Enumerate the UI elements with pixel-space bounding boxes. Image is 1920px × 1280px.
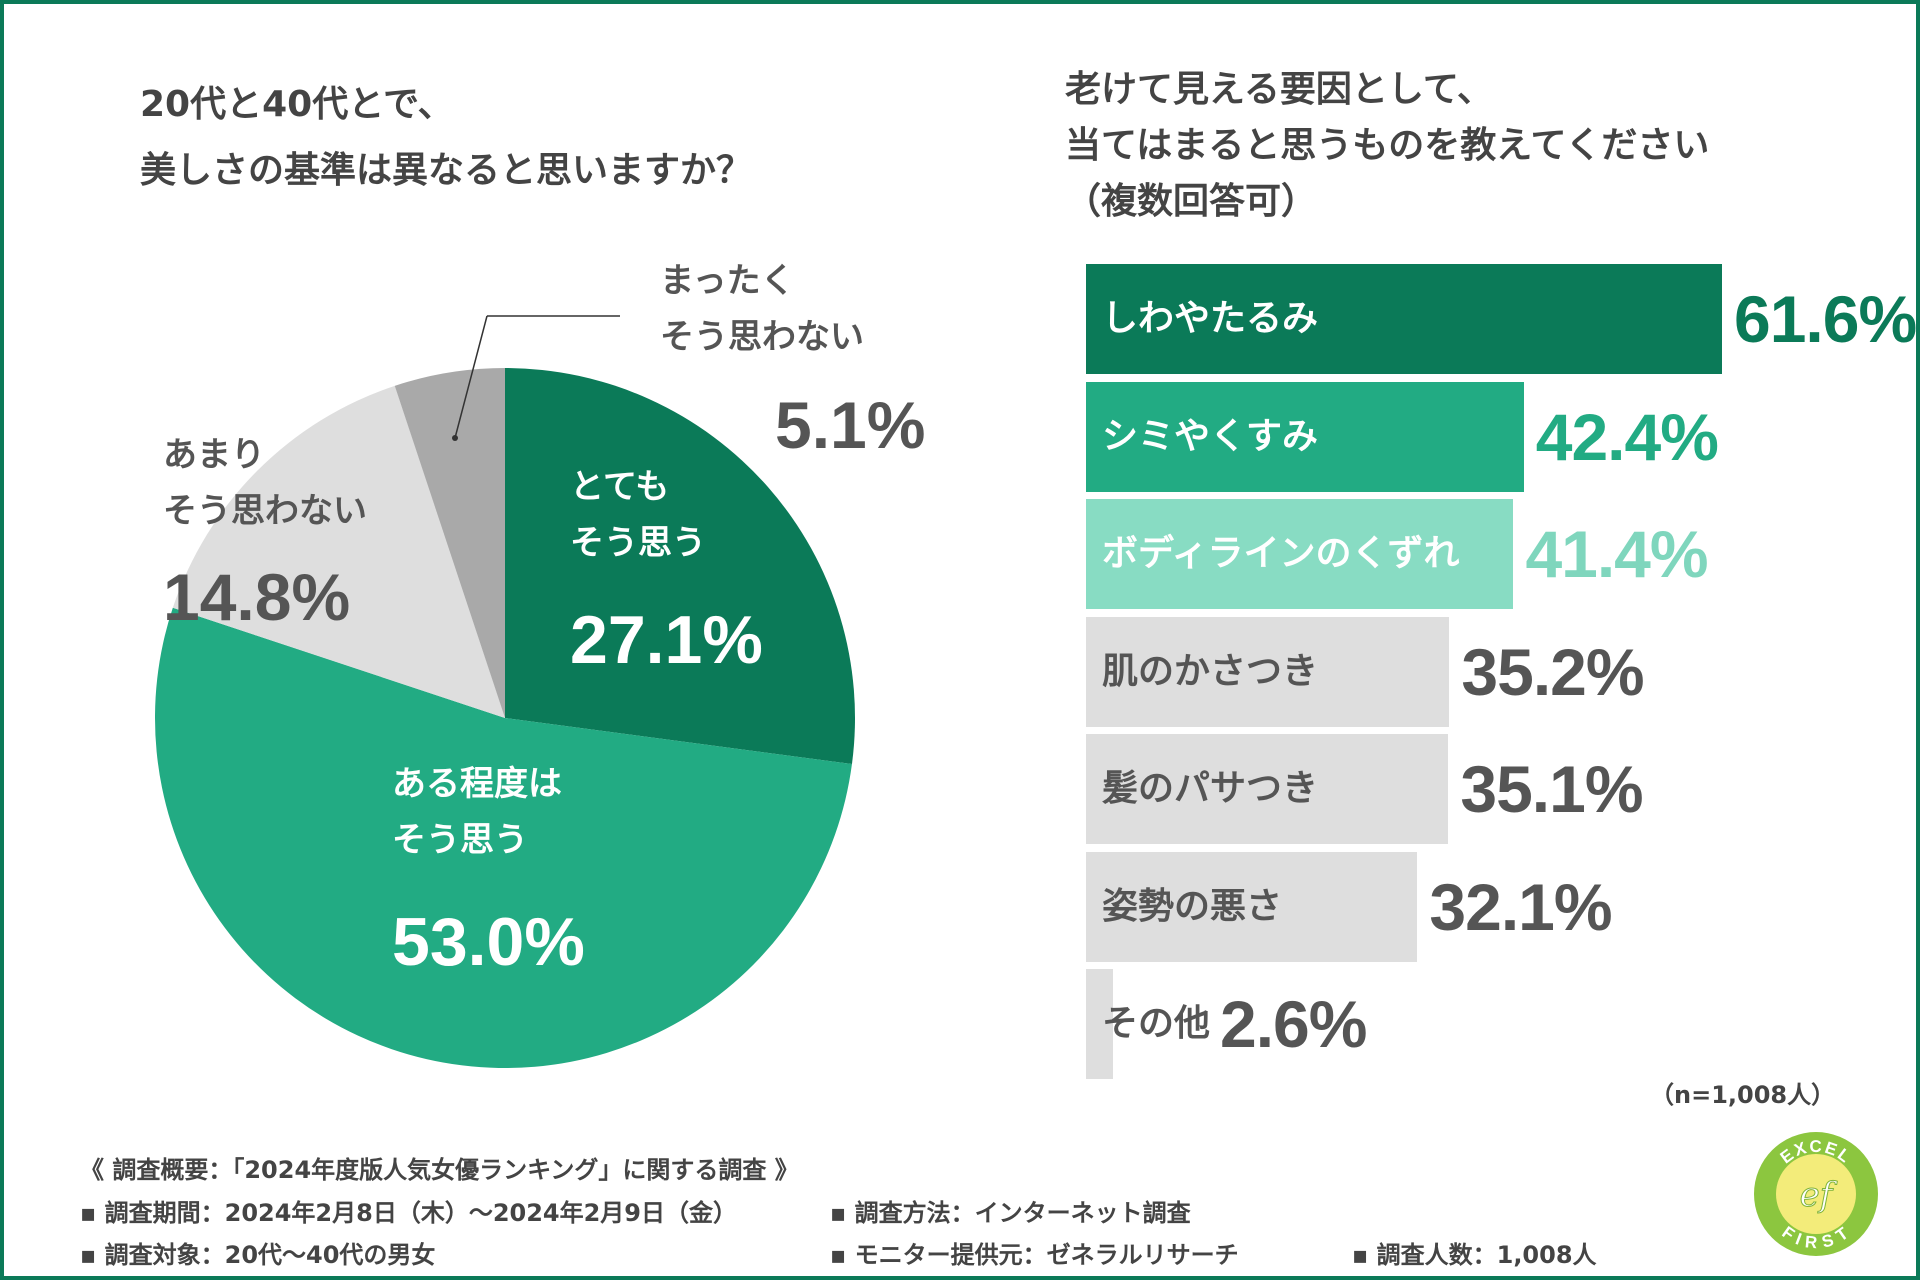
pie-slice-name-line2: そう思う: [392, 820, 528, 860]
pie-slice-value: 5.1%: [775, 388, 925, 462]
bar-row: しわやたるみ 61.6%: [1086, 264, 1920, 374]
bar: [1086, 969, 1113, 1079]
pie-slice-name-line2: そう思わない: [660, 317, 864, 357]
bar-row: 肌のかさつき 35.2%: [1086, 616, 1920, 727]
leader-line: [454, 315, 488, 439]
pie-chart-title: 20代と40代とで、 美しさの基準は異なると思いますか？: [140, 84, 753, 191]
bar-chart-title: 老けて見える要因として、 当てはまると思うものを教えてください （複数回答可）: [1065, 69, 1710, 222]
bar-row: その他 2.6%: [1086, 969, 1920, 1079]
survey-summary: 《 調査概要：「2024年度版人気女優ランキング」に関する調査 》: [80, 1156, 799, 1184]
bar-value-label: 41.4%: [1525, 517, 1708, 591]
bar-row: ボディラインのくずれ 41.4%: [1086, 499, 1920, 609]
pie-slice-value: 27.1%: [570, 602, 763, 678]
bar-category-label: シミやくすみ: [1102, 415, 1319, 457]
bar-row: 髪のパサつき 35.1%: [1086, 734, 1920, 844]
bar-value-label: 2.6%: [1220, 987, 1367, 1061]
bar-value-label: 61.6%: [1734, 282, 1917, 356]
bar: [1086, 616, 1450, 727]
logo-mark: ef: [1800, 1175, 1838, 1215]
bar: [1086, 734, 1449, 844]
pie-slice-name-line1: とても: [570, 467, 669, 507]
pie-slice-value: 14.8%: [163, 560, 350, 634]
bar-value-label: 35.1%: [1460, 752, 1643, 826]
excel-first-logo: EXCEL FIRST ef: [1754, 1132, 1878, 1256]
pie-slice-4: [394, 368, 505, 718]
pie-slice-3: [172, 385, 505, 718]
pie-slice-2: [154, 607, 852, 1068]
bar-value-label: 35.2%: [1461, 634, 1644, 709]
survey-period: ▪ 調査期間：2024年2月8日（木）〜2024年2月9日（金）: [80, 1199, 738, 1227]
bar-category-label: しわやたるみ: [1102, 298, 1319, 339]
bar-value-label: 42.4%: [1535, 399, 1719, 474]
bar-category-label: その他: [1102, 1003, 1211, 1044]
pie-slice-value: 53.0%: [392, 904, 585, 980]
bar-category-label: 肌のかさつき: [1102, 650, 1319, 692]
bar: [1086, 264, 1722, 374]
survey-method: ▪ 調査方法：インターネット調査: [830, 1199, 1191, 1227]
bar: [1086, 381, 1524, 492]
sample-size-note: （n=1,008人）: [1650, 1081, 1836, 1109]
leader-dot: [452, 435, 458, 441]
survey-provider: ▪ モニター提供元：ゼネラルリサーチ: [830, 1241, 1239, 1269]
bar-category-label: 姿勢の悪さ: [1102, 885, 1283, 927]
bar-row: シミやくすみ 42.4%: [1086, 381, 1920, 492]
bar-value-label: 32.1%: [1429, 869, 1612, 944]
pie-slice-name-line1: ある程度は: [392, 764, 562, 804]
pie-slice-name-line2: そう思わない: [163, 491, 367, 531]
pie-slice-name-line2: そう思う: [570, 523, 706, 563]
survey-target: ▪ 調査対象：20代〜40代の男女: [80, 1241, 436, 1269]
bar: [1086, 499, 1514, 609]
survey-count: ▪ 調査人数：1,008人: [1352, 1241, 1597, 1269]
logo-center: [1776, 1154, 1856, 1234]
bar-category-label: 髪のパサつき: [1102, 768, 1319, 809]
bar-row: 姿勢の悪さ 32.1%: [1086, 851, 1920, 962]
pie-slice-name-line1: あまり: [163, 435, 265, 475]
pie-slice-1: [505, 368, 855, 765]
bar: [1086, 851, 1418, 962]
pie-slice-name-line1: まったく: [660, 261, 795, 301]
bar-category-label: ボディラインのくずれ: [1102, 533, 1460, 574]
